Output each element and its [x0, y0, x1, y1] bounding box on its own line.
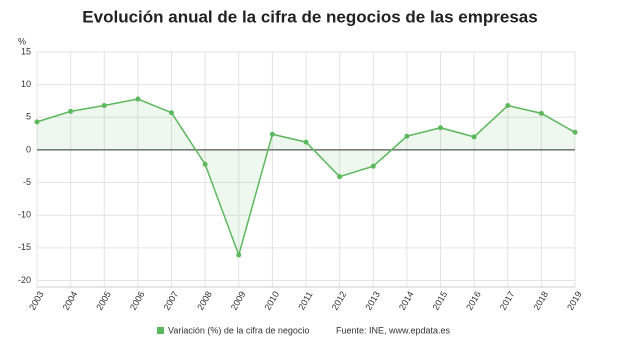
x-tick-label: 2008	[195, 290, 214, 312]
x-tick-label: 2015	[431, 290, 450, 312]
point	[337, 174, 343, 180]
y-tick-label: 15	[21, 46, 31, 56]
area	[37, 99, 575, 256]
x-tick-label: 2007	[162, 290, 181, 312]
x-tick-label: 2018	[531, 290, 550, 312]
point	[572, 129, 578, 135]
source: Fuente: INE, www.epdata.es	[336, 325, 451, 335]
y-tick-label: -5	[23, 177, 31, 187]
x-tick-label: 2011	[296, 290, 314, 312]
x-tick-label: 2012	[330, 290, 349, 312]
point	[538, 110, 544, 116]
point	[135, 96, 141, 102]
x-tick-label: 2014	[397, 290, 416, 312]
legend-swatch	[157, 327, 164, 334]
x-tick-label: 2017	[498, 290, 517, 312]
y-tick-label: -10	[18, 210, 31, 220]
x-tick-label: 2016	[464, 290, 483, 312]
point	[404, 133, 410, 139]
point	[303, 139, 309, 145]
y-axis-label: %	[18, 36, 26, 46]
x-tick-label: 2013	[363, 290, 382, 312]
y-tick-label: 10	[21, 79, 31, 89]
point	[438, 125, 443, 131]
point	[370, 163, 376, 169]
point	[202, 161, 208, 167]
point	[169, 110, 174, 116]
legend-label: Variación (%) de la cifra de negocio	[168, 325, 309, 335]
point	[236, 252, 242, 258]
point	[269, 131, 275, 137]
point	[34, 119, 40, 125]
x-tick-label: 2003	[27, 290, 46, 312]
x-tick-label: 2019	[565, 290, 584, 312]
chart-title: Evolución anual de la cifra de negocios …	[82, 7, 537, 26]
point	[471, 134, 477, 140]
y-tick-label: -20	[18, 275, 31, 285]
x-tick-label: 2004	[61, 290, 80, 312]
x-tick-label: 2010	[262, 290, 281, 312]
y-tick-label: 0	[26, 144, 31, 154]
y-tick-label: 5	[26, 112, 31, 122]
point	[68, 108, 74, 114]
point	[505, 103, 511, 109]
y-tick-label: -15	[18, 242, 31, 252]
x-tick-label: 2006	[128, 290, 147, 312]
point	[101, 103, 107, 109]
x-tick-label: 2009	[229, 290, 248, 312]
x-tick-label: 2005	[94, 290, 113, 312]
